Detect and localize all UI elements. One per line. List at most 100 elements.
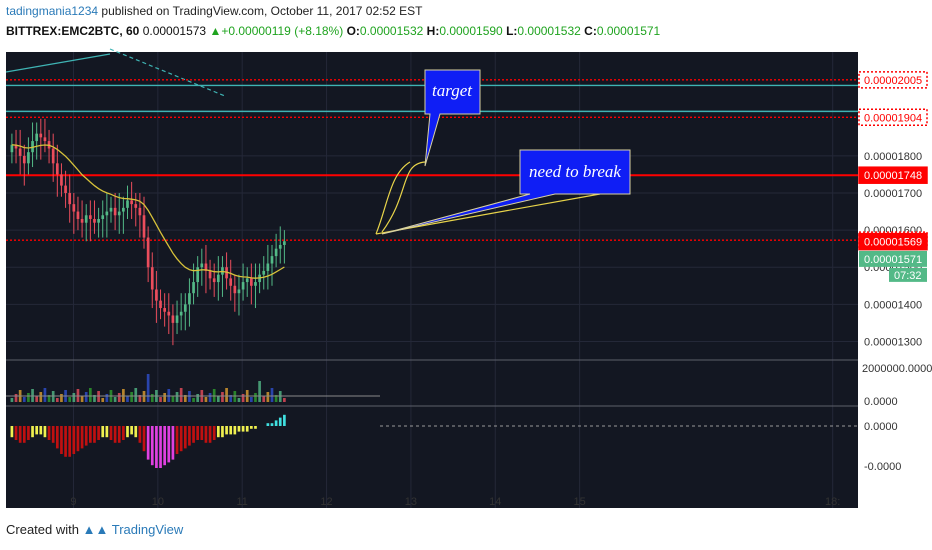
volume-bar-48: [208, 393, 212, 402]
volume-bar-52: [225, 388, 228, 402]
candle-body-52: [225, 267, 228, 279]
candle-body-27: [122, 207, 125, 212]
candle-body-20: [93, 218, 96, 223]
candle-body-35: [155, 289, 158, 301]
candle-body-22: [101, 215, 105, 219]
candle-body-21: [97, 218, 100, 223]
low-label: L:: [506, 24, 518, 38]
volume-bar-22: [101, 398, 105, 402]
time-tick-label-1: 10: [152, 496, 164, 508]
volume-zero-label: 0.0000: [864, 396, 898, 408]
callout-target-text: target: [432, 81, 473, 100]
price-tick-label-5: 0.00001800: [864, 151, 922, 163]
volume-bar-7: [39, 392, 43, 402]
volume-bar-20: [93, 395, 96, 402]
volume-bar-15: [72, 393, 76, 402]
volume-bar-18: [84, 392, 88, 402]
osc-axis-label-0: 0.0000: [864, 421, 898, 433]
volume-bar-61: [262, 396, 266, 402]
volume-axis-label: 2000000.0000: [862, 363, 932, 375]
price-tick-label-0: 0.00001300: [864, 336, 922, 348]
candle-body-39: [171, 315, 175, 323]
projection-line: [375, 193, 601, 235]
volume-bar-4: [27, 393, 30, 402]
volume-bar-64: [274, 395, 278, 402]
candle-body-32: [142, 215, 146, 238]
candle-body-18: [84, 215, 88, 223]
volume-bar-36: [159, 397, 162, 402]
price-tag-label-2: 0.00001748: [864, 170, 922, 182]
symbol-label: BITTREX:EMC2BTC, 60: [6, 24, 140, 38]
candle-body-55: [237, 289, 241, 294]
candle-body-66: [283, 241, 286, 245]
candle-body-4: [27, 152, 30, 164]
time-axis[interactable]: 9 10 11 12 13 14 15 18:: [70, 496, 840, 508]
candle-body-36: [159, 300, 162, 309]
volume-bar-47: [204, 397, 208, 402]
candle-body-56: [241, 282, 245, 290]
volume-bar-9: [47, 395, 51, 402]
callout-break-shape: [381, 149, 631, 235]
volume-bar-26: [117, 393, 121, 402]
volume-bar-40: [175, 392, 179, 402]
footer: Created with ▲▲ TradingView: [6, 522, 183, 537]
candle-body-47: [204, 263, 208, 271]
callout-target[interactable]: target: [424, 69, 481, 167]
callout-need-to-break[interactable]: need to break: [381, 149, 631, 235]
candle-body-30: [134, 204, 138, 208]
volume-bar-28: [126, 396, 129, 402]
osc-axis-label-1: -0.0000: [864, 461, 901, 473]
price-tag-label-4: 0.00001569: [864, 237, 922, 249]
candle-body-50: [216, 274, 220, 283]
price-tag-label-1: 0.00001904: [864, 112, 922, 124]
candle-body-25: [113, 207, 117, 216]
candle-body-28: [126, 200, 129, 208]
candle-body-24: [109, 207, 113, 212]
countdown-label: 07:32: [894, 270, 922, 282]
price-chart[interactable]: 0.000013000.000014000.000015000.00001600…: [0, 44, 932, 518]
candle-body-5: [31, 141, 34, 153]
high-label: H:: [426, 24, 440, 38]
volume-bar-60: [258, 381, 261, 402]
candle-body-37: [163, 308, 166, 312]
candle-body-7: [39, 133, 43, 138]
callout-break-text: need to break: [529, 162, 621, 181]
volume-bar-30: [134, 388, 138, 402]
candle-body-42: [183, 304, 187, 312]
candle-body-17: [80, 218, 84, 223]
candle-body-44: [192, 282, 195, 294]
last-price-value: 0.00001573: [142, 24, 207, 38]
volume-bar-51: [221, 392, 224, 402]
volume-bar-8: [43, 388, 47, 402]
candle-body-62: [266, 263, 270, 271]
candle-body-15: [72, 204, 76, 212]
volume-bar-62: [266, 392, 270, 402]
candle-body-54: [233, 285, 237, 294]
tradingview-brand-link[interactable]: TradingView: [111, 522, 184, 537]
volume-bar-33: [146, 374, 150, 402]
volume-bar-44: [192, 398, 195, 402]
time-tick-label-2: 11: [236, 496, 247, 508]
last-price-tag-label: 0.00001571: [864, 254, 922, 266]
candle-body-16: [76, 211, 80, 219]
candle-body-10: [51, 148, 55, 164]
candle-body-23: [105, 211, 109, 216]
candle-body-49: [212, 278, 216, 283]
candle-body-58: [250, 278, 253, 286]
oscillator-pane: [10, 414, 858, 468]
candle-body-45: [196, 267, 200, 283]
candle-body-0: [10, 144, 14, 153]
change-value: +0.00000119 (+8.18%): [221, 24, 344, 38]
time-tick-label-6: 15: [573, 496, 585, 508]
volume-pane: [6, 374, 380, 402]
candle-body-63: [270, 256, 274, 264]
candle-body-59: [254, 282, 257, 286]
volume-bar-56: [241, 394, 245, 402]
price-tag-bg-0: [858, 71, 928, 89]
publisher-username[interactable]: tadingmania1234: [6, 4, 99, 18]
candle-body-33: [146, 237, 150, 268]
candle-body-13: [64, 185, 67, 194]
price-axis[interactable]: 0.000013000.000014000.000015000.00001600…: [858, 71, 932, 473]
volume-bar-23: [105, 394, 109, 402]
ma-line: [11, 144, 285, 279]
